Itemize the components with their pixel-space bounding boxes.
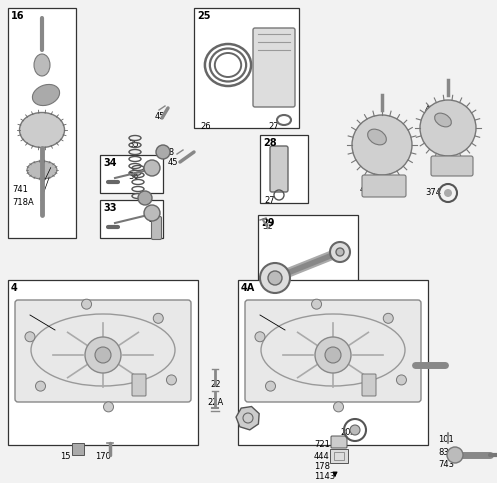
Text: 46A: 46A (425, 105, 441, 114)
Text: 718A: 718A (12, 198, 34, 207)
Bar (100, 200, 163, 238)
Circle shape (95, 347, 111, 363)
Circle shape (444, 189, 452, 197)
Text: 45: 45 (155, 112, 166, 121)
FancyBboxPatch shape (132, 374, 146, 396)
Text: 26: 26 (200, 122, 211, 131)
Text: 1143: 1143 (314, 472, 335, 481)
Ellipse shape (32, 85, 60, 106)
Bar (260, 135, 308, 203)
Text: 741: 741 (12, 185, 28, 194)
Text: 29: 29 (261, 218, 274, 228)
Circle shape (85, 337, 121, 373)
Circle shape (138, 191, 152, 205)
Text: 34: 34 (103, 158, 116, 168)
FancyBboxPatch shape (15, 300, 191, 402)
Circle shape (447, 447, 463, 463)
Polygon shape (236, 407, 259, 430)
Text: 178: 178 (314, 462, 330, 471)
Text: 743: 743 (438, 460, 454, 469)
Text: 444: 444 (314, 452, 330, 461)
FancyBboxPatch shape (270, 146, 288, 192)
Text: 12: 12 (18, 308, 28, 317)
Circle shape (35, 381, 46, 391)
Text: 22: 22 (210, 380, 221, 389)
Text: 374: 374 (425, 188, 441, 197)
Text: 868: 868 (158, 148, 174, 157)
Text: 40: 40 (148, 207, 159, 216)
FancyBboxPatch shape (431, 156, 473, 176)
Text: 20A: 20A (340, 428, 356, 437)
Bar (258, 215, 358, 293)
Text: 32: 32 (262, 222, 273, 231)
FancyBboxPatch shape (245, 300, 421, 402)
Text: 40: 40 (148, 162, 159, 171)
Circle shape (25, 332, 35, 342)
Circle shape (420, 100, 476, 156)
Text: 83: 83 (438, 448, 449, 457)
Text: 35: 35 (128, 140, 139, 149)
Circle shape (82, 299, 91, 309)
Circle shape (352, 115, 412, 175)
Circle shape (156, 145, 170, 159)
Text: 43: 43 (360, 185, 371, 194)
Text: 27: 27 (264, 196, 275, 205)
Text: 22A: 22A (207, 398, 223, 407)
Text: 46: 46 (362, 152, 373, 161)
Circle shape (383, 313, 393, 323)
Circle shape (255, 332, 265, 342)
Circle shape (265, 381, 275, 391)
Text: 16: 16 (11, 11, 24, 21)
Ellipse shape (368, 129, 386, 145)
Circle shape (153, 313, 164, 323)
Bar (8, 280, 198, 445)
Ellipse shape (27, 161, 57, 179)
Bar (330, 449, 348, 463)
Text: 36: 36 (128, 172, 139, 181)
Text: 28: 28 (263, 138, 277, 148)
Circle shape (325, 347, 341, 363)
Text: 15: 15 (60, 452, 71, 461)
Bar (334, 452, 344, 460)
Circle shape (103, 402, 113, 412)
Circle shape (330, 242, 350, 262)
Text: 45: 45 (168, 158, 178, 167)
Circle shape (397, 375, 407, 385)
Text: 4: 4 (11, 283, 18, 293)
Bar (238, 280, 428, 445)
Text: 25: 25 (197, 11, 211, 21)
FancyBboxPatch shape (331, 436, 347, 448)
FancyBboxPatch shape (152, 216, 162, 240)
Circle shape (268, 271, 282, 285)
Text: 170: 170 (95, 452, 111, 461)
Circle shape (336, 248, 344, 256)
Bar (8, 8, 76, 238)
FancyBboxPatch shape (362, 374, 376, 396)
Circle shape (166, 375, 176, 385)
Circle shape (315, 337, 351, 373)
Text: 4A: 4A (241, 283, 255, 293)
Text: 101: 101 (438, 435, 454, 444)
Bar (194, 8, 299, 128)
Text: 24: 24 (148, 215, 159, 224)
Bar (72, 443, 84, 455)
Circle shape (333, 402, 343, 412)
Text: 721: 721 (314, 440, 330, 449)
Text: 33: 33 (103, 203, 116, 213)
Ellipse shape (435, 113, 451, 127)
Ellipse shape (19, 113, 65, 147)
Circle shape (144, 160, 160, 176)
Circle shape (312, 299, 322, 309)
Text: 20: 20 (240, 415, 250, 424)
Circle shape (260, 263, 290, 293)
Ellipse shape (34, 54, 50, 76)
Text: 12: 12 (248, 308, 258, 317)
Text: 27: 27 (268, 122, 279, 131)
FancyBboxPatch shape (362, 175, 406, 197)
Bar (100, 155, 163, 193)
Circle shape (350, 425, 360, 435)
FancyBboxPatch shape (253, 28, 295, 107)
Circle shape (144, 205, 160, 221)
